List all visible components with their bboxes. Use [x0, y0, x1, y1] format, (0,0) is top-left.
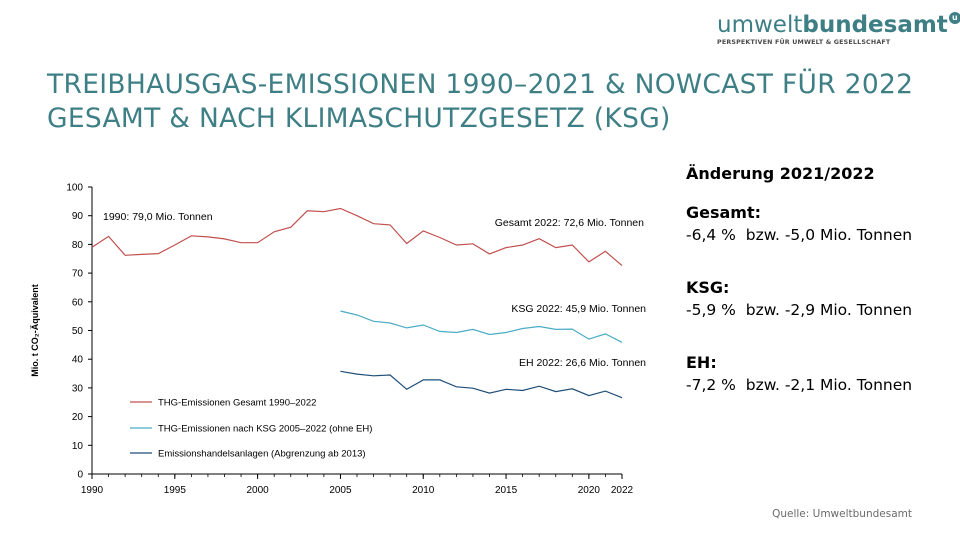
y-tick-label: 70	[72, 269, 84, 280]
change-summary-panel: Änderung 2021/2022 Gesamt: -6,4 % bzw. -…	[686, 164, 946, 428]
y-tick-label: 80	[72, 240, 84, 251]
annotation-label: Gesamt 2022: 72,6 Mio. Tonnen	[495, 217, 644, 229]
y-tick-label: 90	[72, 211, 84, 222]
annotation-label: EH 2022: 26,6 Mio. Tonnen	[519, 357, 646, 369]
change-label-gesamt: Gesamt:	[686, 203, 762, 222]
change-label-eh: EH:	[686, 353, 717, 372]
annotation-label: 1990: 79,0 Mio. Tonnen	[103, 211, 213, 223]
logo-wordmark: umweltbundesamt u	[717, 12, 960, 38]
x-tick-label: 2005	[329, 485, 352, 496]
change-block-gesamt: Gesamt: -6,4 % bzw. -5,0 Mio. Tonnen	[686, 203, 946, 244]
title-line-1: TREIBHAUSGAS-EMISSIONEN 1990–2021 & NOWC…	[47, 69, 914, 100]
y-tick-label: 0	[77, 470, 83, 481]
logo-mark-icon: u	[948, 12, 960, 24]
legend-label-2: Emissionshandelsanlagen (Abgrenzung ab 2…	[158, 449, 366, 460]
y-tick-label: 40	[72, 355, 84, 366]
logo-word-bold: bundesamt	[802, 12, 948, 38]
x-tick-label: 2000	[247, 485, 270, 496]
x-tick-label: 2015	[495, 485, 518, 496]
change-value-ksg: -5,9 % bzw. -2,9 Mio. Tonnen	[686, 301, 913, 319]
y-tick-label: 60	[72, 297, 84, 308]
emissions-line-chart: 0 10 20 30 40 50 60 70 80 90 100 1990 1995 2000 2005 20…	[30, 183, 646, 497]
y-tick-label: 100	[66, 183, 83, 194]
change-label-ksg: KSG:	[686, 278, 730, 297]
logo: umweltbundesamt u PERSPEKTIVEN FÜR UMWELT…	[717, 12, 960, 46]
y-axis-label: Mio. t CO₂-Äquivalent	[30, 284, 40, 377]
y-tick-label: 30	[72, 383, 84, 394]
change-block-ksg: KSG: -5,9 % bzw. -2,9 Mio. Tonnen	[686, 278, 946, 319]
change-value-eh: -7,2 % bzw. -2,1 Mio. Tonnen	[686, 376, 913, 394]
x-tick-label: 2020	[578, 485, 601, 496]
x-tick-label: 2022	[611, 485, 634, 496]
x-tick-label: 1995	[164, 485, 187, 496]
title-line-2: GESAMT & NACH KLIMASCHUTZGESETZ (KSG)	[47, 103, 671, 134]
change-block-eh: EH: -7,2 % bzw. -2,1 Mio. Tonnen	[686, 353, 946, 394]
series-line-1	[340, 310, 623, 343]
page-title: TREIBHAUSGAS-EMISSIONEN 1990–2021 & NOWC…	[47, 68, 927, 136]
annotation-label: KSG 2022: 45,9 Mio. Tonnen	[511, 303, 646, 315]
logo-tagline: PERSPEKTIVEN FÜR UMWELT & GESELLSCHAFT	[717, 39, 891, 46]
legend-label-0: THG-Emissionen Gesamt 1990–2022	[158, 398, 316, 409]
x-tick-label: 1990	[81, 485, 104, 496]
logo-word-light: umwelt	[717, 12, 803, 38]
series-line-0	[91, 207, 623, 267]
y-tick-label: 50	[72, 326, 84, 337]
source-note: Quelle: Umweltbundesamt	[772, 508, 912, 520]
y-tick-label: 20	[72, 412, 84, 423]
change-value-gesamt: -6,4 % bzw. -5,0 Mio. Tonnen	[686, 226, 913, 244]
y-tick-label: 10	[72, 441, 84, 452]
series-line-2	[340, 370, 623, 399]
legend-label-1: THG-Emissionen nach KSG 2005–2022 (ohne …	[158, 424, 372, 435]
x-tick-label: 2010	[412, 485, 435, 496]
change-heading: Änderung 2021/2022	[686, 164, 875, 183]
